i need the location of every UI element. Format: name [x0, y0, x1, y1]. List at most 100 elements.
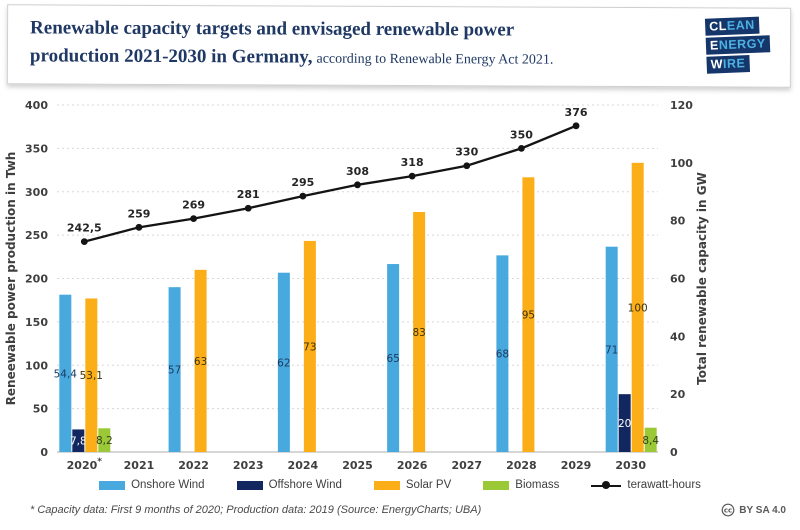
- onshore-wind-swatch-icon: [99, 480, 126, 490]
- x-axis-label: 2025: [342, 459, 373, 472]
- bar-solar-pv-2026: [413, 211, 426, 452]
- x-axis-label: 2027: [451, 459, 482, 472]
- bar-value-label: 62: [277, 357, 290, 369]
- legend-label: Biomass: [515, 479, 560, 491]
- left-axis-tick: 250: [25, 229, 48, 242]
- renewables-combo-chart: 0 50 100 150 200 250 300 350 400 0 20 40 60 80 100 120 R…: [4, 99, 709, 472]
- line-point: [299, 192, 307, 200]
- header-card: Renewable capacity targets and envisaged…: [6, 4, 792, 88]
- left-axis-tick: 350: [25, 142, 48, 155]
- bar-offshore-wind-2020: [72, 429, 85, 452]
- svg-text:cc: cc: [724, 507, 732, 515]
- cc-icon: cc: [721, 503, 735, 517]
- bar-value-label: 53,1: [80, 370, 103, 382]
- line-point: [518, 144, 525, 152]
- legend-label: terawatt-hours: [627, 479, 701, 491]
- line-point: [572, 122, 580, 130]
- left-axis-tick: 0: [40, 446, 48, 459]
- x-axis-label: 2024: [288, 459, 319, 472]
- bar-offshore-wind-2030: [618, 394, 631, 452]
- line-point: [354, 181, 361, 189]
- line-value-label: 308: [346, 165, 369, 178]
- x-axis-label: 2029: [561, 459, 592, 472]
- page-title: Renewable capacity targets and envisaged…: [30, 14, 705, 72]
- bar-value-label: 63: [194, 356, 207, 368]
- legend-item-solar-pv: Solar PV: [373, 479, 452, 491]
- x-axis-label: 2021: [124, 459, 155, 472]
- legend-item-offshore-wind: Offshore Wind: [236, 479, 342, 491]
- bar-solar-pv-2028: [522, 177, 535, 452]
- line-value-label: 295: [291, 176, 314, 189]
- bar-solar-pv-2030: [631, 162, 644, 452]
- logo-row-energy: ENERGY: [705, 35, 771, 55]
- clean-energy-wire-logo: CLEAN ENERGY WIRE: [705, 16, 771, 75]
- logo-row-wire: WIRE: [706, 55, 750, 74]
- left-axis-tick: 300: [25, 186, 48, 199]
- x-axis-label: 2023: [233, 459, 264, 472]
- terawatt-hours-line: [84, 124, 577, 243]
- x-axis-label: 2028: [506, 459, 537, 472]
- legend-item-biomass: Biomass: [483, 479, 559, 491]
- legend-label: Solar PV: [405, 479, 452, 491]
- legend-item-terawatt-hours: terawatt-hours: [591, 479, 701, 491]
- biomass-swatch-icon: [483, 480, 510, 490]
- logo-row-clean: CLEAN: [705, 16, 760, 36]
- line-point: [244, 204, 252, 212]
- right-axis-tick: 40: [670, 330, 686, 343]
- left-axis-tick: 400: [25, 99, 48, 112]
- left-axis-tick: 150: [25, 316, 48, 329]
- left-axis-title: Reneewable power production in Twh: [4, 152, 18, 406]
- bar-onshore-wind-2024: [277, 272, 290, 452]
- right-axis-tick: 100: [670, 157, 693, 170]
- bar-onshore-wind-2028: [496, 255, 509, 452]
- x-axis-label: 2030: [615, 459, 646, 472]
- line-value-label: 269: [182, 199, 205, 212]
- title-bold-line2: production 2021-2030 in Germany,: [29, 44, 313, 68]
- offshore-wind-swatch-icon: [236, 480, 263, 490]
- solar-pv-swatch-icon: [373, 480, 400, 490]
- right-axis-tick: 120: [670, 99, 693, 112]
- legend-item-onshore-wind: Onshore Wind: [99, 479, 205, 491]
- line-value-label: 281: [237, 188, 260, 201]
- footnote: * Capacity data: First 9 months of 2020;…: [30, 504, 482, 516]
- bar-solar-pv-2020: [85, 298, 98, 452]
- x-axis-label: 2026: [397, 459, 428, 472]
- bar-value-label: 83: [412, 327, 425, 339]
- bar-value-label: 65: [386, 353, 399, 365]
- line-point: [80, 238, 88, 246]
- bar-value-label: 20: [618, 418, 631, 430]
- x-axis-label: 2022: [178, 459, 209, 472]
- left-axis-tick: 200: [25, 273, 48, 286]
- bar-value-label: 54,4: [54, 368, 78, 380]
- title-subtitle: according to Renewable Energy Act 2021.: [316, 51, 554, 68]
- line-point: [408, 172, 416, 180]
- legend-label: Offshore Wind: [268, 479, 342, 491]
- bar-value-label: 73: [303, 341, 316, 353]
- line-point: [135, 223, 143, 231]
- line-point: [463, 162, 471, 170]
- legend-label: Onshore Wind: [131, 479, 205, 491]
- bar-solar-pv-2024: [303, 240, 316, 452]
- bar-biomass-2030: [644, 427, 657, 452]
- bar-value-label: 8,2: [96, 435, 113, 447]
- bar-onshore-wind-2030: [605, 246, 618, 452]
- bar-solar-pv-2022: [194, 269, 207, 452]
- title-bold-line1: Renewable capacity targets and envisaged…: [30, 17, 515, 41]
- line-value-label: 242,5: [67, 222, 102, 235]
- chart-legend: Onshore Wind Offshore Wind Solar PV Biom…: [0, 479, 800, 491]
- bar-biomass-2020: [98, 428, 111, 452]
- line-value-label: 330: [455, 146, 478, 159]
- line-value-label: 318: [401, 156, 424, 169]
- x-axis-label: 2020*: [67, 457, 103, 472]
- line-value-label: 259: [127, 207, 150, 220]
- bar-value-label: 71: [605, 344, 618, 356]
- bar-onshore-wind-2020: [59, 294, 72, 452]
- line-marker-icon: [591, 480, 622, 490]
- license-badge: cc BY SA 4.0: [721, 503, 786, 517]
- right-axis-tick: 20: [670, 388, 686, 401]
- bar-value-label: 57: [168, 365, 181, 377]
- left-axis-tick: 50: [33, 403, 49, 416]
- bar-value-label: 95: [522, 310, 535, 322]
- line-value-label: 350: [510, 128, 533, 141]
